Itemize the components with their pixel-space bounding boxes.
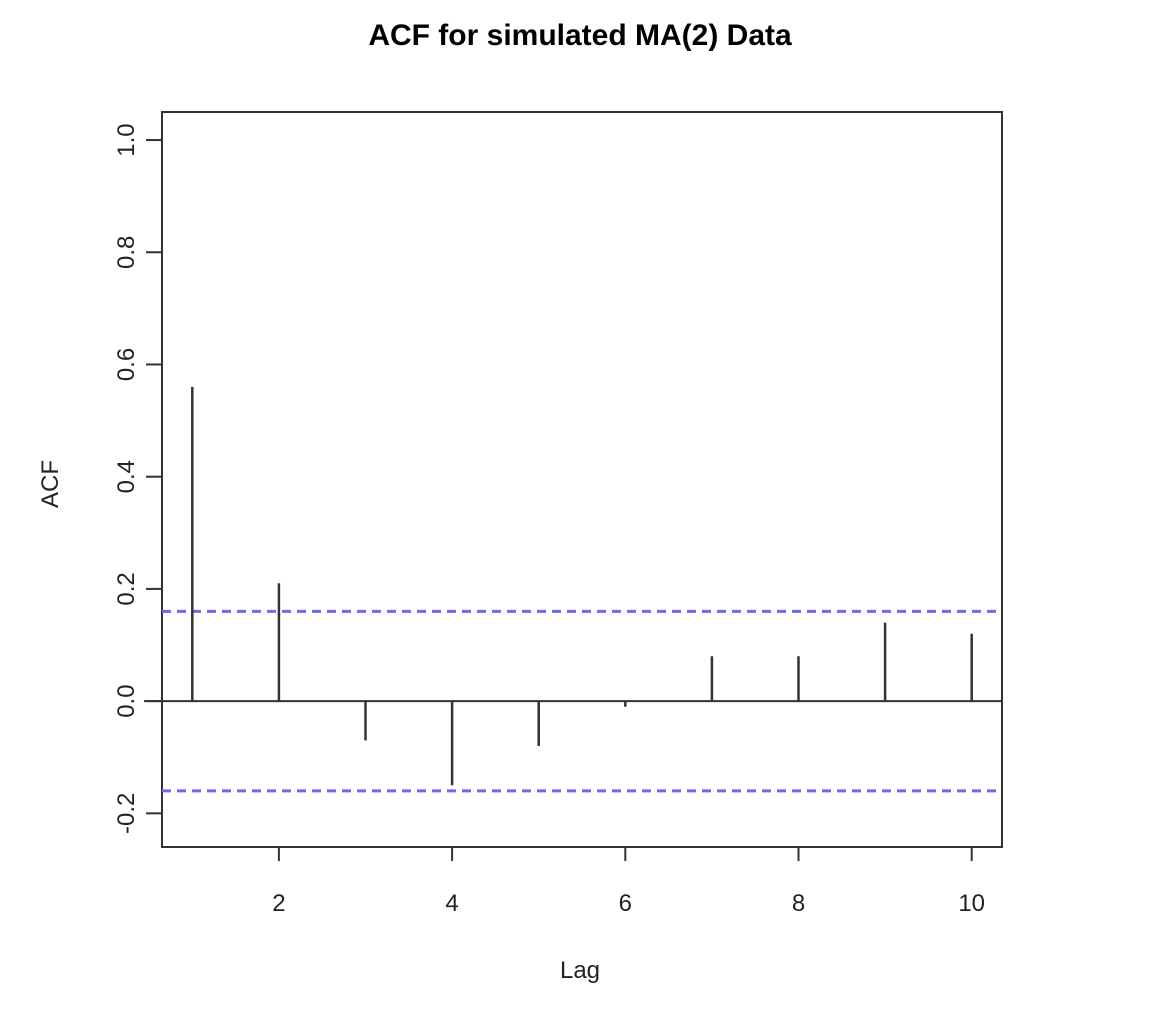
x-tick-label: 10	[958, 890, 985, 917]
x-tick-label: 6	[619, 890, 632, 917]
x-axis: 2 4 6 8 10	[272, 846, 985, 917]
plot-frame	[161, 111, 1003, 848]
y-tick-label: 1.0	[113, 123, 140, 156]
y-tick-label: 0.2	[113, 572, 140, 605]
y-tick-label: 0.0	[113, 684, 140, 717]
confidence-bounds	[162, 609, 1002, 793]
y-axis-label: ACF	[37, 460, 64, 508]
x-tick-label: 8	[792, 890, 805, 917]
x-axis-label: Lag	[560, 957, 600, 984]
y-tick-label: -0.2	[113, 793, 140, 834]
x-tick-label: 4	[445, 890, 458, 917]
y-axis: -0.2 0.0 0.2 0.4 0.6 0.8 1.0	[113, 123, 163, 834]
x-tick-label: 2	[272, 890, 285, 917]
y-tick-label: 0.4	[113, 460, 140, 493]
chart-title: ACF for simulated MA(2) Data	[368, 19, 792, 52]
y-tick-label: 0.6	[113, 348, 140, 381]
acf-bars	[191, 386, 973, 786]
y-tick-label: 0.8	[113, 236, 140, 269]
